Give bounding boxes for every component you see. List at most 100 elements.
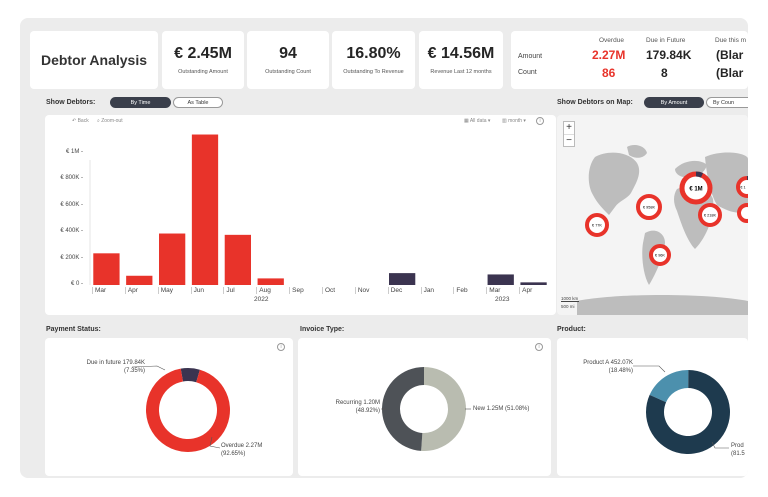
kpi-outstanding-amount: € 2.45M Outstanding Amount bbox=[162, 31, 244, 89]
col-header-due-future: Due in Future bbox=[646, 37, 686, 44]
product-a-value: Product A 452.07K bbox=[583, 360, 633, 366]
kpi-label: Outstanding Amount bbox=[178, 69, 228, 75]
map-bubble[interactable]: € 1 bbox=[736, 176, 748, 198]
all-data-label: All data bbox=[469, 118, 487, 124]
show-debtors-map-label: Show Debtors on Map: bbox=[557, 99, 633, 106]
due-this-month-amount: (Blar bbox=[716, 48, 744, 62]
leader-line bbox=[711, 441, 729, 449]
product-card: Product A 452.07K (18.48%) Prod (81.5 bbox=[557, 338, 748, 476]
bubble-ring bbox=[636, 194, 662, 220]
all-data-dropdown[interactable]: ▦ All data ▾ bbox=[464, 118, 491, 124]
x-tick-label: Dec bbox=[387, 287, 402, 294]
debtors-map[interactable]: € 77K € 958K € 1M € 218K € 96K bbox=[557, 115, 748, 315]
scale-km: 1000 km bbox=[561, 296, 579, 302]
bar-dec[interactable] bbox=[389, 273, 416, 285]
leader-line bbox=[209, 436, 221, 449]
map-bubble[interactable]: € 77K bbox=[585, 213, 609, 237]
back-button[interactable]: ↶ Back bbox=[72, 118, 89, 124]
kpi-label: Outstanding To Revenue bbox=[343, 69, 404, 75]
x-tick-label: Oct bbox=[322, 287, 335, 294]
map-bubble[interactable]: € 1M bbox=[679, 171, 713, 205]
new-label: New 1.25M (51.08%) bbox=[473, 406, 530, 412]
back-arrow-icon: ↶ bbox=[72, 118, 78, 124]
granularity-dropdown[interactable]: ▥ month ▾ bbox=[502, 118, 526, 124]
bubble-label: € 218K bbox=[704, 214, 717, 218]
zoom-out-button[interactable]: ⌕ Zoom-out bbox=[97, 118, 123, 124]
show-debtors-label: Show Debtors: bbox=[46, 99, 96, 106]
x-tick-label: Nov bbox=[354, 287, 369, 294]
scale-mi: 500 mi bbox=[561, 304, 575, 309]
donut-slice-overdue[interactable] bbox=[146, 368, 230, 452]
product-label: Product: bbox=[557, 326, 586, 333]
y-tick-label: € 200K - bbox=[60, 254, 83, 261]
bubble-ring bbox=[698, 203, 722, 227]
as-table-button[interactable]: As Table bbox=[173, 97, 223, 108]
zoom-in-button[interactable]: + bbox=[566, 122, 572, 133]
bubble-label: € 1M bbox=[689, 187, 702, 193]
map-bubble[interactable]: € 958K bbox=[636, 194, 662, 220]
kpi-outstanding-count: 94 Outstanding Count bbox=[247, 31, 329, 89]
info-icon[interactable]: i bbox=[535, 343, 543, 351]
bar-mar[interactable] bbox=[93, 253, 120, 285]
back-label: Back bbox=[77, 118, 89, 124]
donut-slice-due-in-future[interactable] bbox=[180, 368, 200, 383]
bar-may[interactable] bbox=[159, 233, 186, 285]
zoom-out-map-button[interactable]: − bbox=[564, 134, 574, 146]
bar-jul[interactable] bbox=[224, 234, 251, 285]
north-america-shape bbox=[588, 152, 640, 215]
payment-status-label: Payment Status: bbox=[46, 326, 101, 333]
due-future-count: 8 bbox=[661, 66, 668, 80]
bubble-label: € 96K bbox=[655, 254, 665, 258]
donut-slice-recurring[interactable] bbox=[381, 367, 424, 451]
product-b-value: Prod bbox=[731, 443, 744, 449]
invoice-type-label: Invoice Type: bbox=[300, 326, 345, 333]
donut-slice-new[interactable] bbox=[421, 367, 466, 451]
dashboard-frame: Debtor Analysis € 2.45M Outstanding Amou… bbox=[20, 18, 748, 478]
kpi-value: 16.80% bbox=[346, 45, 401, 62]
bar-apr[interactable] bbox=[126, 275, 153, 285]
leader-line bbox=[131, 365, 166, 371]
by-time-button[interactable]: By Time bbox=[110, 97, 171, 108]
product-b-label: Prod (81.5 bbox=[731, 442, 745, 458]
year-label-2023: 2023 bbox=[495, 296, 510, 303]
y-tick-label: € 1M - bbox=[65, 149, 83, 155]
bar-jun[interactable] bbox=[191, 134, 219, 285]
due-future-value: Due in future 179.84K bbox=[86, 360, 145, 366]
bar-mar[interactable] bbox=[487, 274, 514, 285]
donut-segments bbox=[646, 370, 730, 454]
bar-aug[interactable] bbox=[257, 278, 284, 285]
by-amount-button[interactable]: By Amount bbox=[644, 97, 704, 108]
bubble-ring-segment bbox=[695, 171, 704, 178]
asia-shape bbox=[705, 152, 748, 213]
overdue-amount: 2.27M bbox=[592, 48, 626, 62]
donut-slice-product-b[interactable] bbox=[646, 370, 730, 454]
invoice-type-donut bbox=[381, 367, 471, 451]
info-icon[interactable]: i bbox=[536, 117, 544, 125]
greenland-shape bbox=[627, 145, 647, 158]
zoom-out-label: Zoom-out bbox=[101, 118, 123, 124]
payment-status-card: i Due in future 179.84K (7.35%) Overdue … bbox=[45, 338, 293, 476]
calendar-icon: ▦ bbox=[464, 118, 470, 124]
product-donut bbox=[633, 365, 730, 454]
map-zoom-control: + − bbox=[563, 121, 575, 147]
map-bubble[interactable]: € 96K bbox=[649, 244, 671, 266]
map-bubble[interactable]: € 218K bbox=[698, 203, 722, 227]
x-tick-label: Apr bbox=[124, 287, 138, 294]
bar-apr[interactable] bbox=[520, 282, 547, 285]
x-tick-label: Sep bbox=[289, 287, 304, 294]
x-tick-label: Mar bbox=[92, 287, 106, 294]
status-table: Overdue Due in Future Due this m Amount … bbox=[511, 31, 748, 89]
by-count-button[interactable]: By Coun bbox=[706, 97, 748, 108]
x-tick-label: May bbox=[157, 287, 173, 294]
donut-slice-product-a[interactable] bbox=[649, 370, 689, 403]
bubble-ring-segment bbox=[746, 176, 748, 181]
due-future-pct: (7.35%) bbox=[123, 368, 145, 374]
y-tick-label: € 600K - bbox=[60, 201, 83, 208]
overdue-label: Overdue 2.27M (92.65%) bbox=[221, 442, 262, 458]
granularity-label: month bbox=[508, 118, 523, 124]
bars-layer bbox=[89, 134, 547, 285]
y-tick-label: € 800K - bbox=[60, 175, 83, 182]
bubble-ring bbox=[585, 213, 609, 237]
title-card: Debtor Analysis bbox=[30, 31, 158, 89]
info-icon[interactable]: i bbox=[277, 343, 285, 351]
